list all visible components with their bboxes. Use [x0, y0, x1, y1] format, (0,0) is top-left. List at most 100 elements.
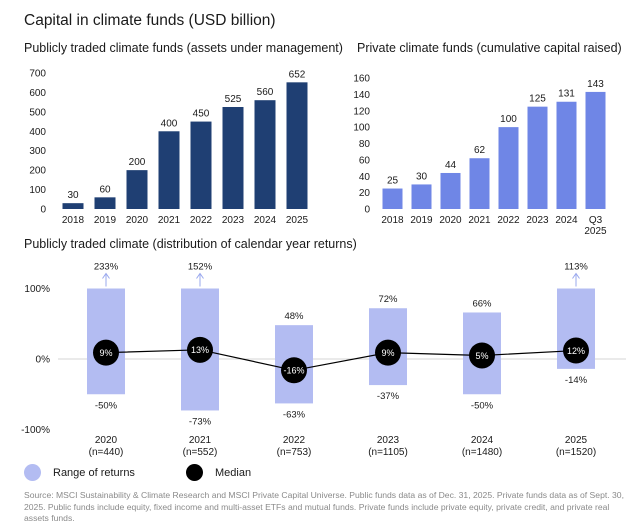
- public-bar: [126, 170, 148, 209]
- public-data-label: 560: [257, 87, 274, 98]
- private-ytick-label: 20: [359, 188, 371, 199]
- median-label: 12%: [567, 346, 585, 356]
- public-bar: [62, 203, 84, 209]
- legend-median: Median: [186, 464, 251, 481]
- public-ytick-label: 700: [29, 69, 46, 80]
- private-data-label: 62: [474, 145, 486, 156]
- public-ytick-label: 0: [40, 205, 46, 216]
- private-data-label: 131: [558, 89, 575, 100]
- public-xtick-label: 2020: [126, 215, 149, 226]
- private-bar: [556, 101, 577, 209]
- range-high-label: 152%: [188, 262, 213, 273]
- median-label: 9%: [381, 348, 394, 358]
- range-low-label: -37%: [377, 391, 400, 402]
- range-low-label: -14%: [565, 375, 588, 386]
- up-arrow-icon: [102, 272, 110, 279]
- range-count-label: (n=552): [183, 447, 218, 458]
- public-ytick-label: 300: [29, 146, 46, 157]
- private-xtick-label: 2018: [381, 215, 404, 226]
- range-low-label: -73%: [189, 416, 212, 427]
- public-bar: [190, 121, 212, 209]
- range-low-label: -50%: [471, 400, 494, 411]
- median-dot: [375, 339, 401, 366]
- private-bar: [469, 158, 490, 209]
- public-data-label: 200: [129, 157, 146, 168]
- range-count-label: (n=1520): [556, 447, 596, 458]
- private-xtick-label: 2019: [410, 215, 433, 226]
- private-bar: [498, 127, 519, 209]
- range-high-label: 48%: [284, 311, 304, 322]
- range-year-label: 2023: [377, 435, 400, 446]
- private-data-label: 143: [587, 79, 604, 90]
- range-count-label: (n=440): [89, 447, 124, 458]
- public-chart-title: Publicly traded climate funds (assets un…: [24, 41, 343, 55]
- source-note: Source: MSCI Sustainability & Climate Re…: [24, 490, 624, 524]
- range-year-label: 2020: [95, 435, 118, 446]
- public-ytick-label: 500: [29, 107, 46, 118]
- public-xtick-label: 2023: [222, 215, 245, 226]
- distribution-chart-title: Publicly traded climate (distribution of…: [24, 237, 357, 251]
- private-bar: [440, 172, 461, 209]
- public-xtick-label: 2024: [254, 215, 277, 226]
- range-count-label: (n=1480): [462, 447, 502, 458]
- public-bar: [94, 197, 116, 209]
- private-chart-title: Private climate funds (cumulative capita…: [357, 41, 622, 55]
- private-ytick-label: 60: [359, 155, 371, 166]
- public-data-label: 652: [289, 69, 306, 80]
- public-bar: [286, 82, 308, 209]
- public-bar: [222, 107, 244, 209]
- range-high-label: 233%: [94, 262, 119, 273]
- median-swatch-icon: [186, 464, 203, 481]
- public-data-label: 30: [67, 190, 79, 201]
- range-low-label: -50%: [95, 400, 118, 411]
- median-dot: [469, 342, 495, 369]
- private-bar: [382, 188, 403, 209]
- public-ytick-label: 100: [29, 185, 46, 196]
- private-bar: [585, 91, 606, 209]
- up-arrow-icon: [572, 272, 580, 279]
- range-swatch-icon: [24, 464, 41, 481]
- range-high-label: 113%: [564, 262, 588, 273]
- public-xtick-label: 2018: [62, 215, 85, 226]
- public-data-label: 450: [193, 109, 210, 120]
- range-ytick-label: 100%: [24, 284, 50, 295]
- range-count-label: (n=753): [277, 447, 312, 458]
- median-dot: [281, 357, 307, 384]
- public-xtick-label: 2022: [190, 215, 213, 226]
- private-xtick-label: 2025: [584, 226, 607, 237]
- range-ytick-label: -100%: [21, 425, 50, 436]
- private-data-label: 100: [500, 114, 517, 125]
- private-data-label: 25: [387, 176, 399, 187]
- range-count-label: (n=1105): [368, 447, 408, 458]
- public-xtick-label: 2021: [158, 215, 181, 226]
- median-label: 5%: [475, 351, 488, 361]
- range-high-label: 72%: [378, 294, 398, 305]
- private-ytick-label: 40: [359, 172, 371, 183]
- median-label: 13%: [191, 345, 209, 355]
- public-ytick-label: 600: [29, 88, 46, 99]
- private-data-label: 125: [529, 94, 546, 105]
- range-year-label: 2021: [189, 435, 212, 446]
- private-xtick-label: 2023: [526, 215, 549, 226]
- private-bar: [411, 184, 432, 209]
- legend-range-label: Range of returns: [53, 466, 135, 479]
- private-ytick-label: 100: [353, 123, 370, 134]
- median-dot: [563, 337, 589, 364]
- private-xtick-label: 2022: [497, 215, 520, 226]
- private-data-label: 30: [416, 171, 428, 182]
- private-ytick-label: 160: [353, 74, 370, 85]
- private-xtick-label: 2021: [468, 215, 491, 226]
- up-arrow-icon: [196, 272, 204, 279]
- legend-median-label: Median: [215, 466, 252, 479]
- range-low-label: -63%: [283, 409, 306, 420]
- median-dot: [187, 336, 213, 363]
- public-ytick-label: 400: [29, 127, 46, 138]
- private-xtick-label: 2020: [439, 215, 462, 226]
- private-ytick-label: 0: [364, 205, 370, 216]
- private-xtick-label: 2024: [555, 215, 578, 226]
- range-year-label: 2022: [283, 435, 306, 446]
- public-xtick-label: 2019: [94, 215, 117, 226]
- public-data-label: 400: [161, 118, 178, 129]
- private-data-label: 44: [445, 160, 457, 171]
